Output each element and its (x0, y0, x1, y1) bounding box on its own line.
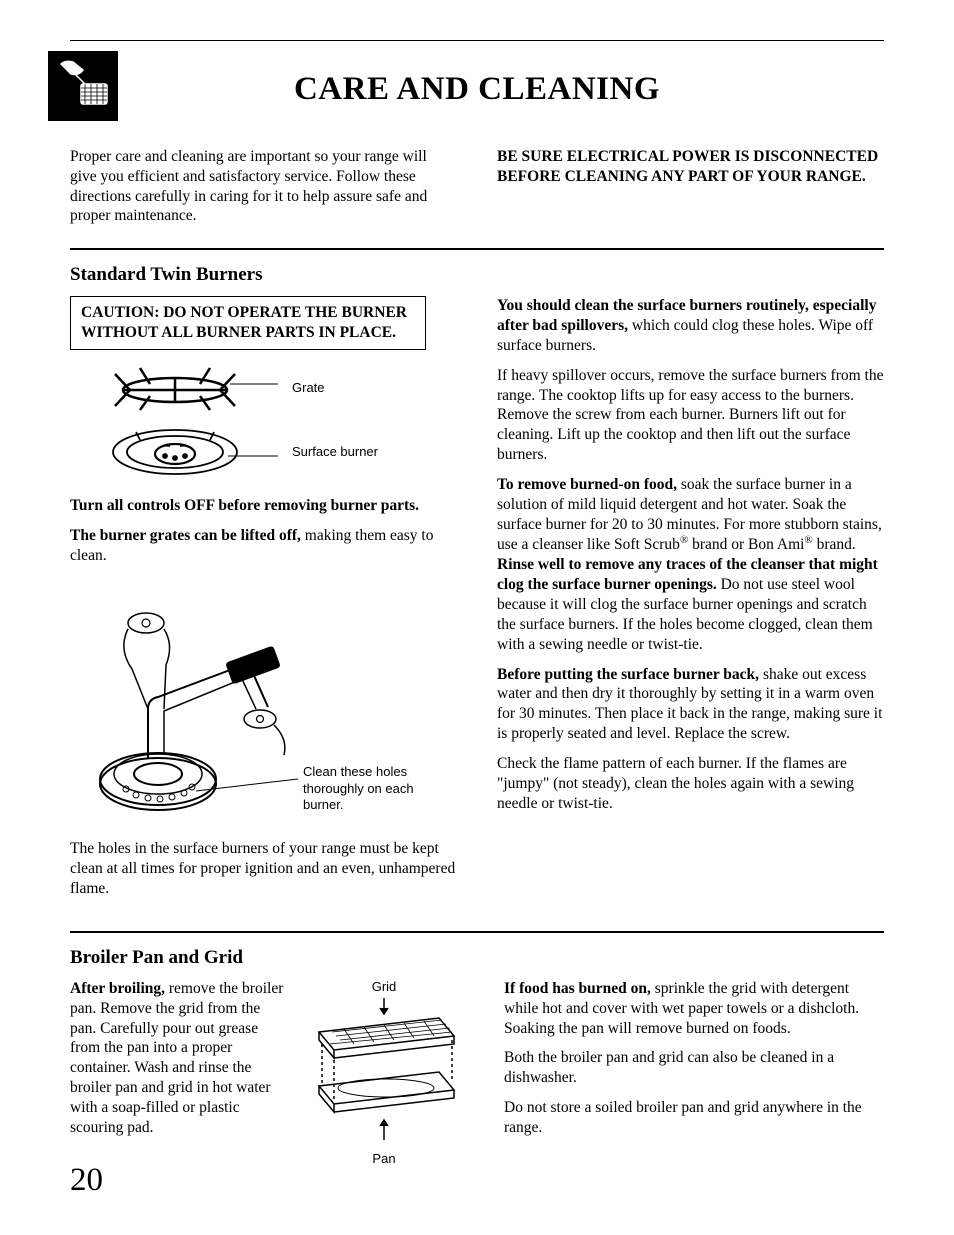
section2-left-rest: remove the broiler pan. Remove the grid … (70, 980, 283, 1136)
section2-right: If food has burned on, sprinkle the grid… (504, 979, 884, 1168)
broiler-left-text: After broiling, remove the broiler pan. … (70, 979, 290, 1168)
intro-left-text: Proper care and cleaning are important s… (70, 147, 457, 226)
section1-body: CAUTION: DO NOT OPERATE THE BURNER WITHO… (70, 296, 884, 909)
intro-row: Proper care and cleaning are important s… (70, 147, 884, 226)
section1-r2: If heavy spillover occurs, remove the su… (497, 366, 884, 465)
grid-label: Grid (304, 979, 464, 996)
clean-holes-label: Clean these holes thoroughly on each bur… (303, 764, 433, 813)
cleaning-icon (48, 51, 118, 121)
section1-p2: The burner grates can be lifted off, mak… (70, 526, 457, 566)
section1-title: Standard Twin Burners (70, 264, 884, 286)
section2-left-bold: After broiling, (70, 980, 165, 997)
reg-mark-1: ® (680, 534, 688, 546)
section1-p3: The holes in the surface burners of your… (70, 839, 457, 898)
section1-p1: Turn all controls OFF before removing bu… (70, 496, 457, 516)
surface-burner-icon (100, 422, 280, 482)
page-title: CARE AND CLEANING (70, 49, 884, 108)
burner-diagram: Grate (100, 364, 457, 482)
title-row: CARE AND CLEANING (70, 49, 884, 129)
top-rule (70, 40, 884, 41)
section1-right-col: You should clean the surface burners rou… (497, 296, 884, 909)
section1-left-col: CAUTION: DO NOT OPERATE THE BURNER WITHO… (70, 296, 457, 909)
section2-body: After broiling, remove the broiler pan. … (70, 979, 884, 1168)
reg-mark-2: ® (804, 534, 812, 546)
caution-box: CAUTION: DO NOT OPERATE THE BURNER WITHO… (70, 296, 426, 350)
section1-r3b: brand or Bon Ami (688, 537, 804, 554)
pan-label: Pan (304, 1151, 464, 1168)
section-rule-2 (70, 931, 884, 933)
section1-r5: Check the flame pattern of each burner. … (497, 754, 884, 813)
section2-r3: Do not store a soiled broiler pan and gr… (504, 1098, 884, 1138)
section1-r3-bold: To remove burned-on food, (497, 476, 677, 493)
surface-burner-label: Surface burner (292, 444, 378, 461)
page-number: 20 (70, 1162, 103, 1199)
section1-r3: To remove burned-on food, soak the surfa… (497, 475, 884, 655)
section-rule-1 (70, 248, 884, 250)
section1-r1: You should clean the surface burners rou… (497, 296, 884, 355)
section2-title: Broiler Pan and Grid (70, 947, 884, 969)
section2-left: After broiling, remove the broiler pan. … (70, 979, 464, 1168)
section1-r3c: brand. (813, 537, 856, 554)
section2-r1: If food has burned on, sprinkle the grid… (504, 979, 884, 1038)
section2-r1-bold: If food has burned on, (504, 980, 651, 997)
section1-r4-bold: Before putting the surface burner back, (497, 666, 759, 683)
intro-warning-text: BE SURE ELECTRICAL POWER IS DISCONNECTED… (497, 147, 884, 226)
broiler-diagram: Grid (304, 979, 464, 1168)
section2-r2: Both the broiler pan and grid can also b… (504, 1048, 884, 1088)
grate-label: Grate (292, 380, 325, 397)
section1-r4: Before putting the surface burner back, … (497, 665, 884, 744)
section1-p2-bold: The burner grates can be lifted off, (70, 527, 301, 544)
burner-holes-diagram: Clean these holes thoroughly on each bur… (88, 579, 428, 829)
grate-icon (100, 364, 280, 412)
